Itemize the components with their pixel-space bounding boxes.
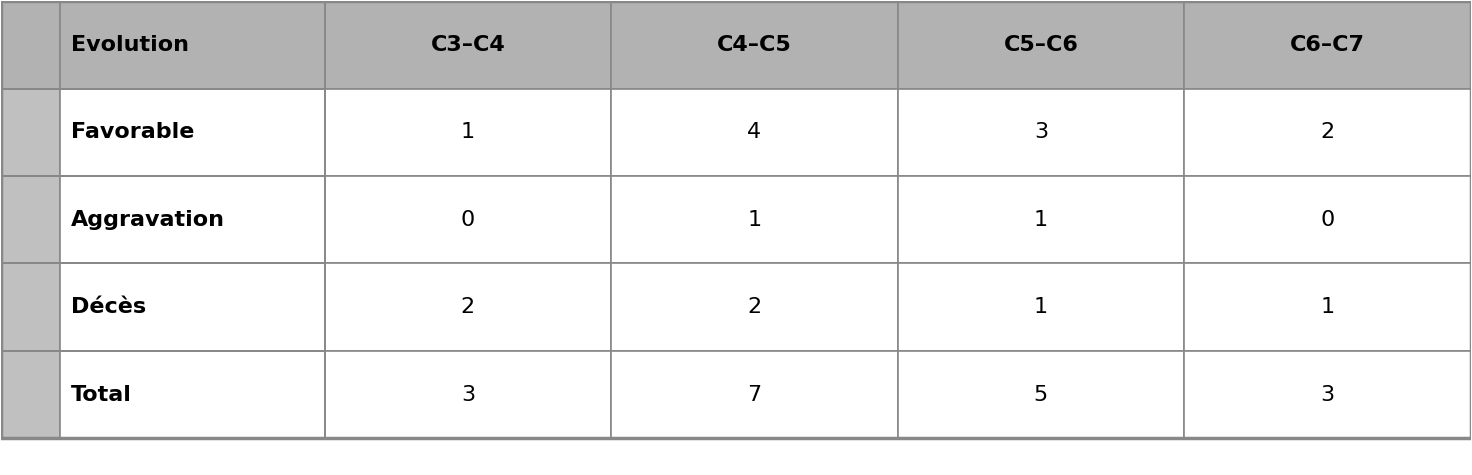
Text: 2: 2 [461,297,475,317]
Bar [1,176,325,264]
Text: Evolution: Evolution [71,35,190,55]
Bar [1,1,59,89]
Text: 1: 1 [1320,297,1335,317]
Text: 0: 0 [461,210,475,230]
Bar [1,89,325,176]
Bar [59,351,325,438]
Text: 2: 2 [748,297,761,317]
Text: Favorable: Favorable [71,123,194,142]
Bar [898,264,1183,351]
Bar [59,264,325,351]
Bar [1,1,325,89]
Text: 3: 3 [1033,123,1048,142]
Bar [1,351,59,438]
Bar [1,176,59,264]
Bar [1183,89,1471,176]
Bar [898,89,1183,176]
Text: 4: 4 [748,123,761,142]
Bar [611,176,898,264]
Text: C6–C7: C6–C7 [1289,35,1365,55]
Bar [1183,351,1471,438]
Bar [1,351,325,438]
Text: 2: 2 [1320,123,1335,142]
Bar [1,264,59,351]
Text: C4–C5: C4–C5 [717,35,792,55]
Bar [1,89,59,176]
Text: 1: 1 [461,123,475,142]
Bar [59,89,325,176]
Text: C3–C4: C3–C4 [430,35,505,55]
Bar [898,176,1183,264]
Bar [1183,176,1471,264]
Text: 3: 3 [1320,385,1335,405]
Bar [898,1,1183,89]
Bar [325,176,611,264]
Text: 1: 1 [1033,297,1048,317]
Bar [898,351,1183,438]
Bar [325,89,611,176]
Text: 5: 5 [1033,385,1048,405]
Text: 1: 1 [1033,210,1048,230]
Bar [325,351,611,438]
Text: Décès: Décès [71,297,146,317]
Text: 3: 3 [461,385,475,405]
Bar [325,1,611,89]
Bar [59,176,325,264]
Bar [611,264,898,351]
Bar [611,1,898,89]
Bar [1183,264,1471,351]
Text: Total: Total [71,385,132,405]
Bar [325,264,611,351]
Bar [1183,1,1471,89]
Bar [611,89,898,176]
Text: C5–C6: C5–C6 [1004,35,1079,55]
Bar [59,1,325,89]
Text: 0: 0 [1320,210,1335,230]
Text: 7: 7 [748,385,761,405]
Bar [611,351,898,438]
Text: 1: 1 [748,210,761,230]
Text: Aggravation: Aggravation [71,210,225,230]
Bar [1,264,325,351]
